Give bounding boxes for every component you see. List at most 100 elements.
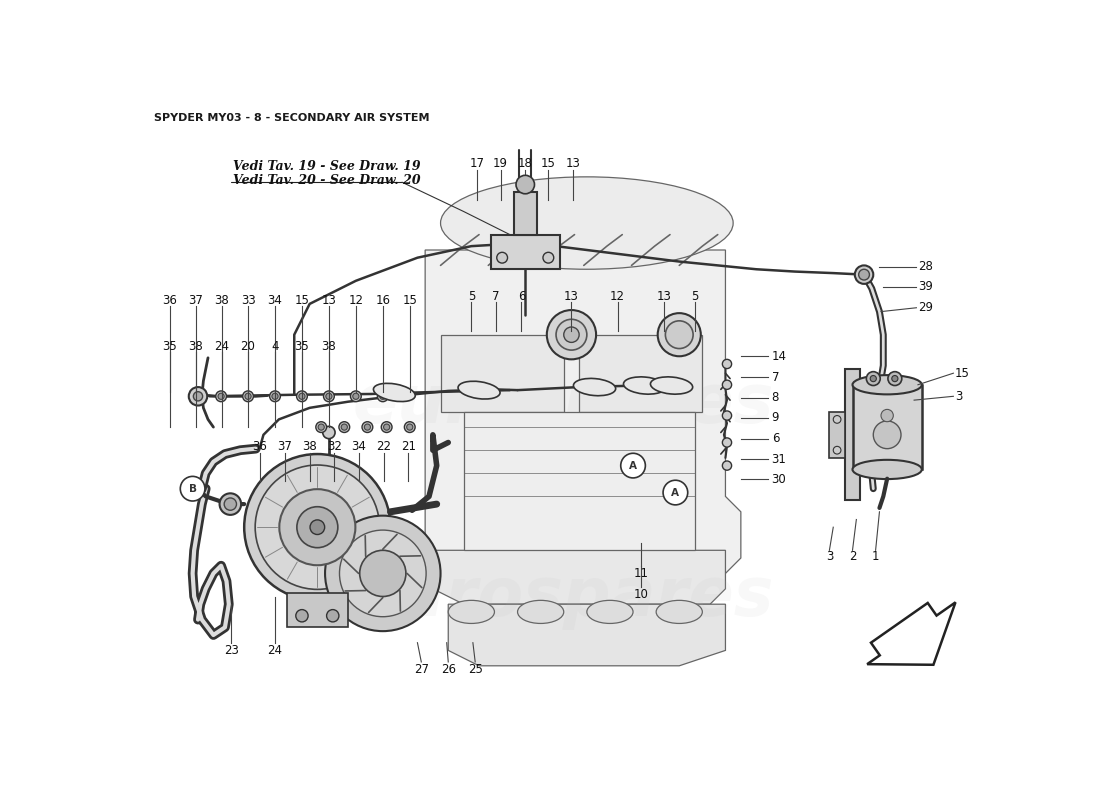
Text: 5: 5	[468, 290, 475, 302]
Text: 13: 13	[321, 294, 337, 306]
Circle shape	[218, 394, 224, 399]
Circle shape	[351, 391, 361, 402]
Circle shape	[339, 422, 350, 433]
Circle shape	[362, 422, 373, 433]
Polygon shape	[867, 602, 956, 665]
Circle shape	[384, 424, 389, 430]
Circle shape	[299, 394, 305, 399]
Text: 7: 7	[492, 290, 499, 302]
Circle shape	[723, 411, 732, 420]
Ellipse shape	[458, 382, 500, 399]
Circle shape	[892, 375, 898, 382]
Text: 2: 2	[849, 550, 856, 563]
Circle shape	[340, 530, 426, 617]
Circle shape	[353, 394, 359, 399]
Circle shape	[326, 516, 440, 631]
Text: 13: 13	[565, 158, 581, 170]
Circle shape	[243, 391, 253, 402]
Text: A: A	[629, 461, 637, 470]
Text: 6: 6	[772, 432, 779, 445]
Text: 4: 4	[272, 340, 278, 353]
Ellipse shape	[573, 378, 616, 396]
Text: 24: 24	[267, 644, 283, 657]
Circle shape	[255, 465, 380, 590]
Text: 3: 3	[955, 390, 962, 403]
Text: Vedi Tav. 19 - See Draw. 19: Vedi Tav. 19 - See Draw. 19	[233, 160, 420, 173]
Circle shape	[881, 410, 893, 422]
Circle shape	[323, 391, 334, 402]
Text: 25: 25	[468, 663, 483, 676]
Circle shape	[723, 461, 732, 470]
Bar	[440, 334, 563, 412]
Text: 35: 35	[162, 340, 177, 353]
Circle shape	[516, 175, 535, 194]
Circle shape	[658, 313, 701, 356]
Bar	[464, 412, 695, 550]
Text: 21: 21	[400, 440, 416, 453]
Circle shape	[244, 454, 390, 600]
Ellipse shape	[852, 375, 922, 394]
Circle shape	[547, 310, 596, 359]
Text: 34: 34	[267, 294, 283, 306]
Circle shape	[663, 480, 688, 505]
Text: 6: 6	[518, 290, 525, 302]
Circle shape	[297, 506, 338, 548]
Text: 23: 23	[223, 644, 239, 657]
Circle shape	[327, 610, 339, 622]
Circle shape	[270, 391, 280, 402]
Text: 1: 1	[872, 550, 879, 563]
Ellipse shape	[440, 177, 734, 270]
Text: 26: 26	[441, 663, 455, 676]
Text: B: B	[188, 484, 197, 494]
Text: 16: 16	[375, 294, 390, 306]
Circle shape	[859, 270, 869, 280]
Polygon shape	[491, 234, 560, 270]
Text: 20: 20	[241, 340, 255, 353]
Polygon shape	[433, 550, 726, 604]
Bar	[580, 334, 703, 412]
Text: 13: 13	[564, 290, 579, 302]
Text: 35: 35	[295, 340, 309, 353]
Circle shape	[867, 372, 880, 386]
Text: 15: 15	[403, 294, 417, 306]
Circle shape	[216, 391, 227, 402]
Circle shape	[870, 375, 877, 382]
Polygon shape	[449, 604, 726, 666]
Text: 15: 15	[541, 158, 556, 170]
Polygon shape	[425, 250, 741, 574]
Circle shape	[377, 391, 388, 402]
Bar	[514, 192, 537, 234]
Circle shape	[326, 394, 332, 399]
Circle shape	[563, 327, 580, 342]
Text: 12: 12	[610, 290, 625, 302]
Text: 28: 28	[917, 261, 933, 274]
Circle shape	[497, 252, 507, 263]
Circle shape	[723, 380, 732, 390]
Circle shape	[296, 610, 308, 622]
Circle shape	[873, 421, 901, 449]
Polygon shape	[829, 412, 845, 458]
Ellipse shape	[656, 600, 703, 623]
Circle shape	[557, 319, 587, 350]
Text: 19: 19	[493, 158, 508, 170]
Circle shape	[279, 489, 355, 566]
Text: 11: 11	[634, 567, 648, 580]
Circle shape	[834, 446, 842, 454]
Circle shape	[297, 391, 307, 402]
Text: 38: 38	[188, 340, 204, 353]
Text: Vedi Tav. 20 - See Draw. 20: Vedi Tav. 20 - See Draw. 20	[233, 174, 420, 187]
Circle shape	[888, 372, 902, 386]
Text: SPYDER MY03 - 8 - SECONDARY AIR SYSTEM: SPYDER MY03 - 8 - SECONDARY AIR SYSTEM	[154, 113, 430, 123]
Text: 5: 5	[691, 290, 698, 302]
Circle shape	[272, 394, 278, 399]
Polygon shape	[845, 370, 860, 500]
Ellipse shape	[373, 383, 416, 402]
Text: eurospares: eurospares	[353, 371, 774, 437]
Ellipse shape	[518, 600, 564, 623]
Ellipse shape	[449, 600, 495, 623]
Text: 17: 17	[470, 158, 484, 170]
Circle shape	[666, 321, 693, 349]
Circle shape	[194, 392, 202, 401]
Text: 39: 39	[917, 281, 933, 294]
Text: 36: 36	[162, 294, 177, 306]
